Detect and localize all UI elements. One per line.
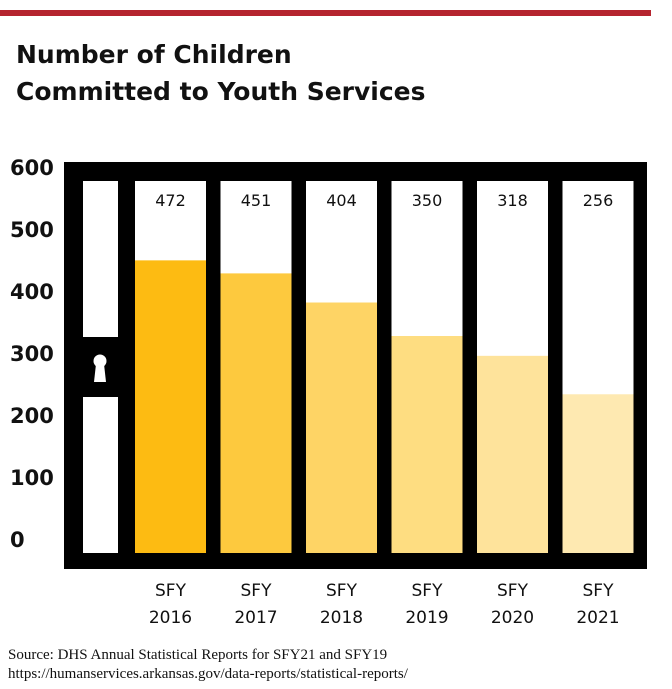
- x-tick-label: 2020: [491, 608, 534, 628]
- bar-value-label: 350: [412, 191, 443, 210]
- chart-title: Number of Children Committed to Youth Se…: [16, 36, 656, 110]
- x-tick-label: SFY: [155, 581, 187, 601]
- x-tick-label: SFY: [412, 581, 444, 601]
- y-tick-label: 500: [10, 218, 54, 242]
- x-tick-label: SFY: [241, 581, 273, 601]
- bar-value-label: 472: [155, 191, 186, 210]
- bar: [391, 336, 463, 553]
- x-tick-label: SFY: [583, 581, 615, 601]
- bar: [562, 394, 634, 553]
- bar-value-label: 451: [241, 191, 272, 210]
- y-tick-label: 300: [10, 342, 54, 366]
- x-tick-label: 2019: [405, 608, 448, 628]
- source-line-2: https://humanservices.arkansas.gov/data-…: [8, 666, 408, 682]
- panel-lower: [83, 397, 118, 553]
- y-tick-label: 600: [10, 156, 54, 180]
- keyhole-slot: [94, 364, 106, 382]
- x-tick-label: 2016: [149, 608, 192, 628]
- bar: [477, 355, 548, 553]
- chart-title-line-1: Number of Children: [16, 40, 292, 69]
- x-tick-label: 2018: [320, 608, 363, 628]
- bar: [135, 260, 206, 553]
- bar: [306, 302, 377, 553]
- x-tick-label: SFY: [326, 581, 358, 601]
- x-tick-label: 2021: [576, 608, 619, 628]
- chart-title-line-2: Committed to Youth Services: [16, 77, 426, 106]
- bar-value-label: 256: [583, 191, 614, 210]
- bar-value-label: 404: [326, 191, 357, 210]
- keyhole-panel: [83, 181, 118, 553]
- y-tick-label: 400: [10, 280, 54, 304]
- bars-group: 472 451 404 350 318 256: [135, 181, 634, 553]
- keyhole-icon: [93, 354, 107, 382]
- top-rule: [0, 10, 651, 16]
- source-note: Source: DHS Annual Statistical Reports f…: [8, 646, 668, 684]
- x-tick-label: SFY: [497, 581, 529, 601]
- bar-value-label: 318: [497, 191, 528, 210]
- y-tick-label: 0: [10, 528, 25, 552]
- source-line-1: Source: DHS Annual Statistical Reports f…: [8, 647, 388, 663]
- x-axis: SFY 2016 SFY 2017 SFY 2018 SFY 2019 SFY 2020 SFY 20…: [149, 581, 620, 628]
- panel-upper: [83, 181, 118, 337]
- y-tick-label: 200: [10, 404, 54, 428]
- x-tick-label: 2017: [234, 608, 277, 628]
- y-axis: 0 100 200 300 400 500 600: [10, 156, 54, 552]
- y-tick-label: 100: [10, 466, 54, 490]
- bar: [220, 273, 292, 553]
